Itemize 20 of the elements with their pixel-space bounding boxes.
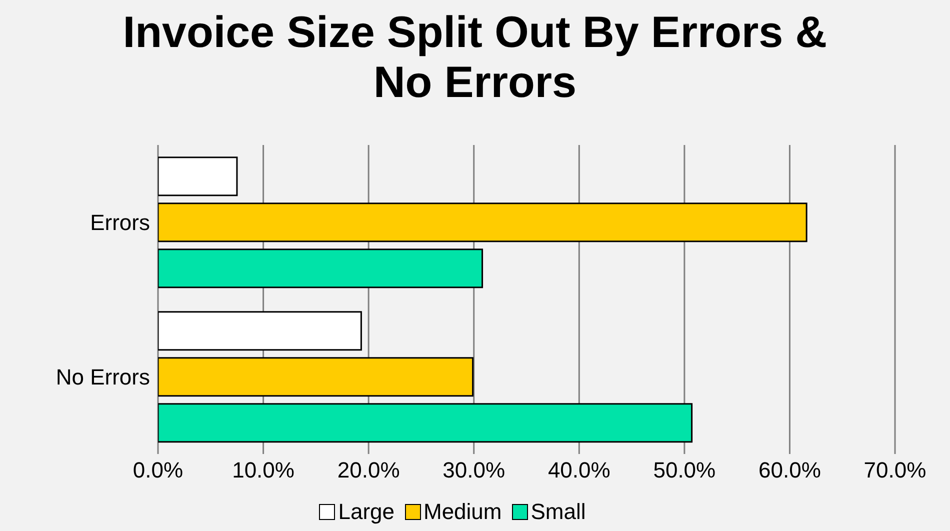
legend-label: Large <box>338 499 394 525</box>
x-tick-label: 20.0% <box>337 458 400 483</box>
x-tick-label: 10.0% <box>232 458 294 483</box>
bar <box>158 357 474 397</box>
y-tick-label: No Errors <box>56 364 150 390</box>
bar <box>158 156 238 196</box>
legend-label: Small <box>530 499 586 525</box>
bar <box>158 403 693 443</box>
x-tick-label: 0.0% <box>132 458 184 483</box>
chart-title: Invoice Size Split Out By Errors & No Errors <box>122 7 828 108</box>
x-tick-label: 40.0% <box>548 458 610 483</box>
bar <box>158 311 362 351</box>
x-tick-label: 30.0% <box>442 458 506 483</box>
x-tick-label: 50.0% <box>653 458 716 483</box>
bar <box>158 248 484 288</box>
bar <box>158 202 808 242</box>
x-tick-label: 60.0% <box>758 458 821 483</box>
x-tick-label: 70.0% <box>864 458 926 483</box>
y-tick-label: Errors <box>90 210 150 236</box>
legend-label: Medium <box>424 499 502 525</box>
